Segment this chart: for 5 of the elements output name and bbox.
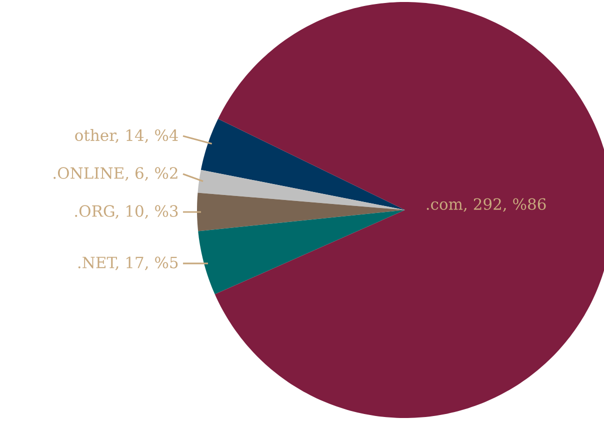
slice-label: other, 14, %4 xyxy=(75,129,178,143)
slice-label: .NET, 17, %5 xyxy=(78,256,178,270)
slice-label: .com, 292, %86 xyxy=(426,198,546,212)
slice-label: .ONLINE, 6, %2 xyxy=(54,167,178,181)
slice-label: .ORG, 10, %3 xyxy=(75,205,178,219)
